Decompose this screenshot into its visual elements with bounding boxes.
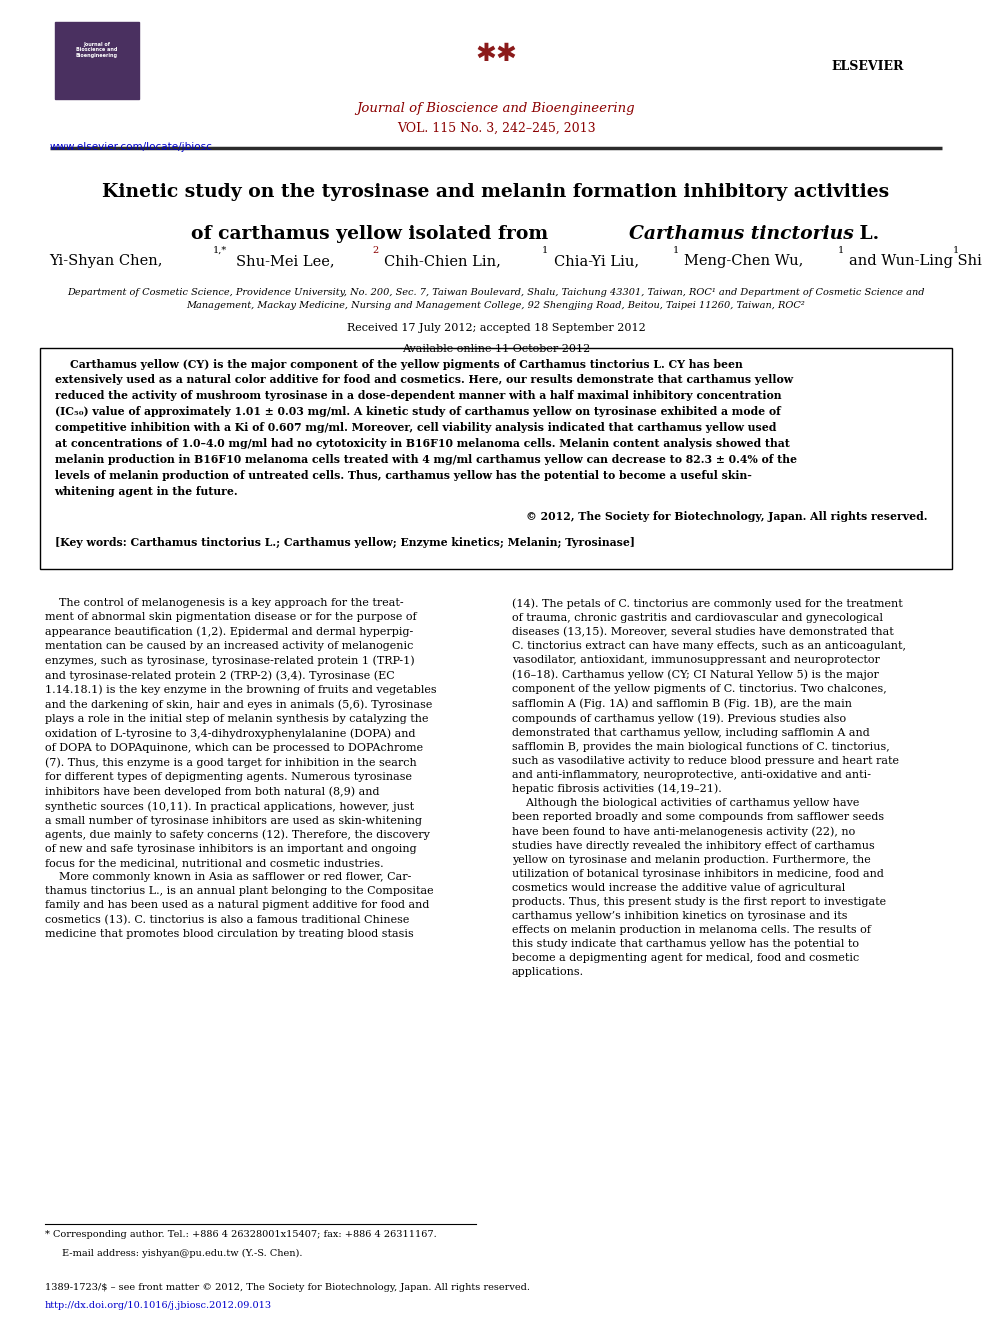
Text: L.: L. (853, 225, 879, 243)
Text: Chih-Chien Lin,: Chih-Chien Lin, (384, 254, 501, 269)
Text: Meng-Chen Wu,: Meng-Chen Wu, (684, 254, 804, 269)
Text: * Corresponding author. Tel.: +886 4 26328001x15407; fax: +886 4 26311167.: * Corresponding author. Tel.: +886 4 263… (45, 1230, 436, 1240)
Text: Chia-Yi Liu,: Chia-Yi Liu, (554, 254, 639, 269)
Bar (40, 348, 952, 569)
Text: ELSEVIER: ELSEVIER (832, 60, 904, 73)
Text: E-mail address: yishyan@pu.edu.tw (Y.-S. Chen).: E-mail address: yishyan@pu.edu.tw (Y.-S.… (62, 1249, 303, 1258)
Text: VOL. 115 No. 3, 242–245, 2013: VOL. 115 No. 3, 242–245, 2013 (397, 122, 595, 135)
Text: 1: 1 (952, 246, 958, 255)
Text: 1: 1 (673, 246, 679, 255)
Text: Yi-Shyan Chen,: Yi-Shyan Chen, (50, 254, 163, 269)
Text: Available online 11 October 2012: Available online 11 October 2012 (402, 344, 590, 355)
Text: Department of Cosmetic Science, Providence University, No. 200, Sec. 7, Taiwan B: Department of Cosmetic Science, Providen… (67, 288, 925, 310)
Text: Carthamus yellow (CY) is the major component of the yellow pigments of Carthamus: Carthamus yellow (CY) is the major compo… (55, 359, 797, 497)
Text: 1389-1723/$ – see front matter © 2012, The Society for Biotechnology, Japan. All: 1389-1723/$ – see front matter © 2012, T… (45, 1283, 530, 1293)
Text: of carthamus yellow isolated from: of carthamus yellow isolated from (190, 225, 802, 243)
Text: 1: 1 (542, 246, 548, 255)
Text: © 2012, The Society for Biotechnology, Japan. All rights reserved.: © 2012, The Society for Biotechnology, J… (526, 511, 928, 521)
Text: ✱✱: ✱✱ (475, 42, 517, 66)
Text: 2: 2 (372, 246, 378, 255)
Bar (55, 22, 139, 99)
Text: Shu-Mei Lee,: Shu-Mei Lee, (236, 254, 334, 269)
Text: Carthamus tinctorius: Carthamus tinctorius (629, 225, 854, 243)
Text: and Wun-Ling Shi: and Wun-Ling Shi (849, 254, 982, 269)
Text: Journal of Bioscience and Bioengineering: Journal of Bioscience and Bioengineering (357, 102, 635, 115)
Text: 1,*: 1,* (213, 246, 227, 255)
Text: (14). The petals of C. tinctorius are commonly used for the treatment
of trauma,: (14). The petals of C. tinctorius are co… (512, 598, 906, 978)
Text: Kinetic study on the tyrosinase and melanin formation inhibitory activities: Kinetic study on the tyrosinase and mela… (102, 183, 890, 201)
Text: The control of melanogenesis is a key approach for the treat-
ment of abnormal s: The control of melanogenesis is a key ap… (45, 598, 436, 939)
Text: www.elsevier.com/locate/jbiosc: www.elsevier.com/locate/jbiosc (50, 142, 212, 152)
Text: Journal of
Bioscience and
Bioengineering: Journal of Bioscience and Bioengineering (75, 41, 118, 58)
Text: Received 17 July 2012; accepted 18 September 2012: Received 17 July 2012; accepted 18 Septe… (346, 323, 646, 333)
Text: http://dx.doi.org/10.1016/j.jbiosc.2012.09.013: http://dx.doi.org/10.1016/j.jbiosc.2012.… (45, 1301, 272, 1310)
Text: [Key words: Carthamus tinctorius L.; Carthamus yellow; Enzyme kinetics; Melanin;: [Key words: Carthamus tinctorius L.; Car… (55, 537, 635, 548)
Text: 1: 1 (838, 246, 844, 255)
